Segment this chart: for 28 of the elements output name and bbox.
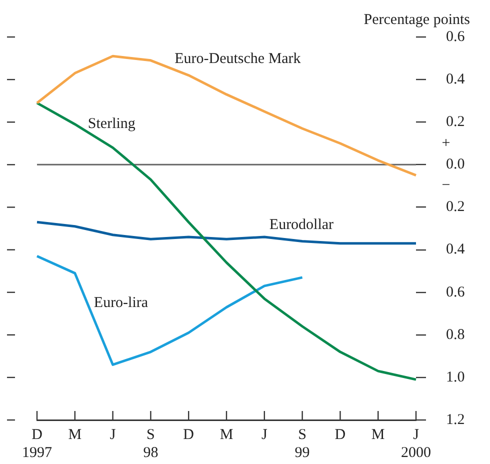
y-tick-label: 0.6 (446, 28, 466, 45)
y-tick-label: 0.8 (446, 326, 465, 343)
series-label: Euro-lira (94, 295, 148, 312)
x-tick-label: J (110, 426, 116, 443)
y-tick-label: 0.4 (446, 242, 466, 258)
y-tick-label: 0.6 (446, 284, 466, 300)
y-tick-label: 0.4 (446, 71, 466, 88)
y-tick-label: 1.0 (446, 369, 465, 386)
y-tick-label: 0.0 (446, 156, 465, 173)
x-tick-label: M (68, 426, 82, 443)
text: − (442, 178, 450, 194)
series-label: Sterling (88, 116, 136, 132)
y-tick-label: 0.2 (446, 199, 465, 216)
y-tick-label: 1.2 (446, 412, 465, 428)
y-tick-label: 0.2 (446, 114, 465, 130)
y-axis-title: Percentage points (364, 12, 470, 28)
x-tick-label: D (334, 426, 346, 443)
series-label: Euro-Deutsche Mark (174, 51, 302, 68)
x-tick-label: M (220, 426, 234, 443)
x-tick-label: S 99 (294, 426, 310, 461)
x-tick-label: J 2000 (401, 426, 431, 461)
series-label: Eurodollar (269, 216, 334, 233)
x-tick-label: J (261, 426, 268, 443)
x-tick-label: S 98 (143, 426, 158, 461)
x-tick-label: M (371, 426, 385, 443)
x-tick-label: D (183, 426, 194, 443)
x-tick-label: D 1997 (22, 426, 52, 461)
text: + (442, 136, 450, 152)
